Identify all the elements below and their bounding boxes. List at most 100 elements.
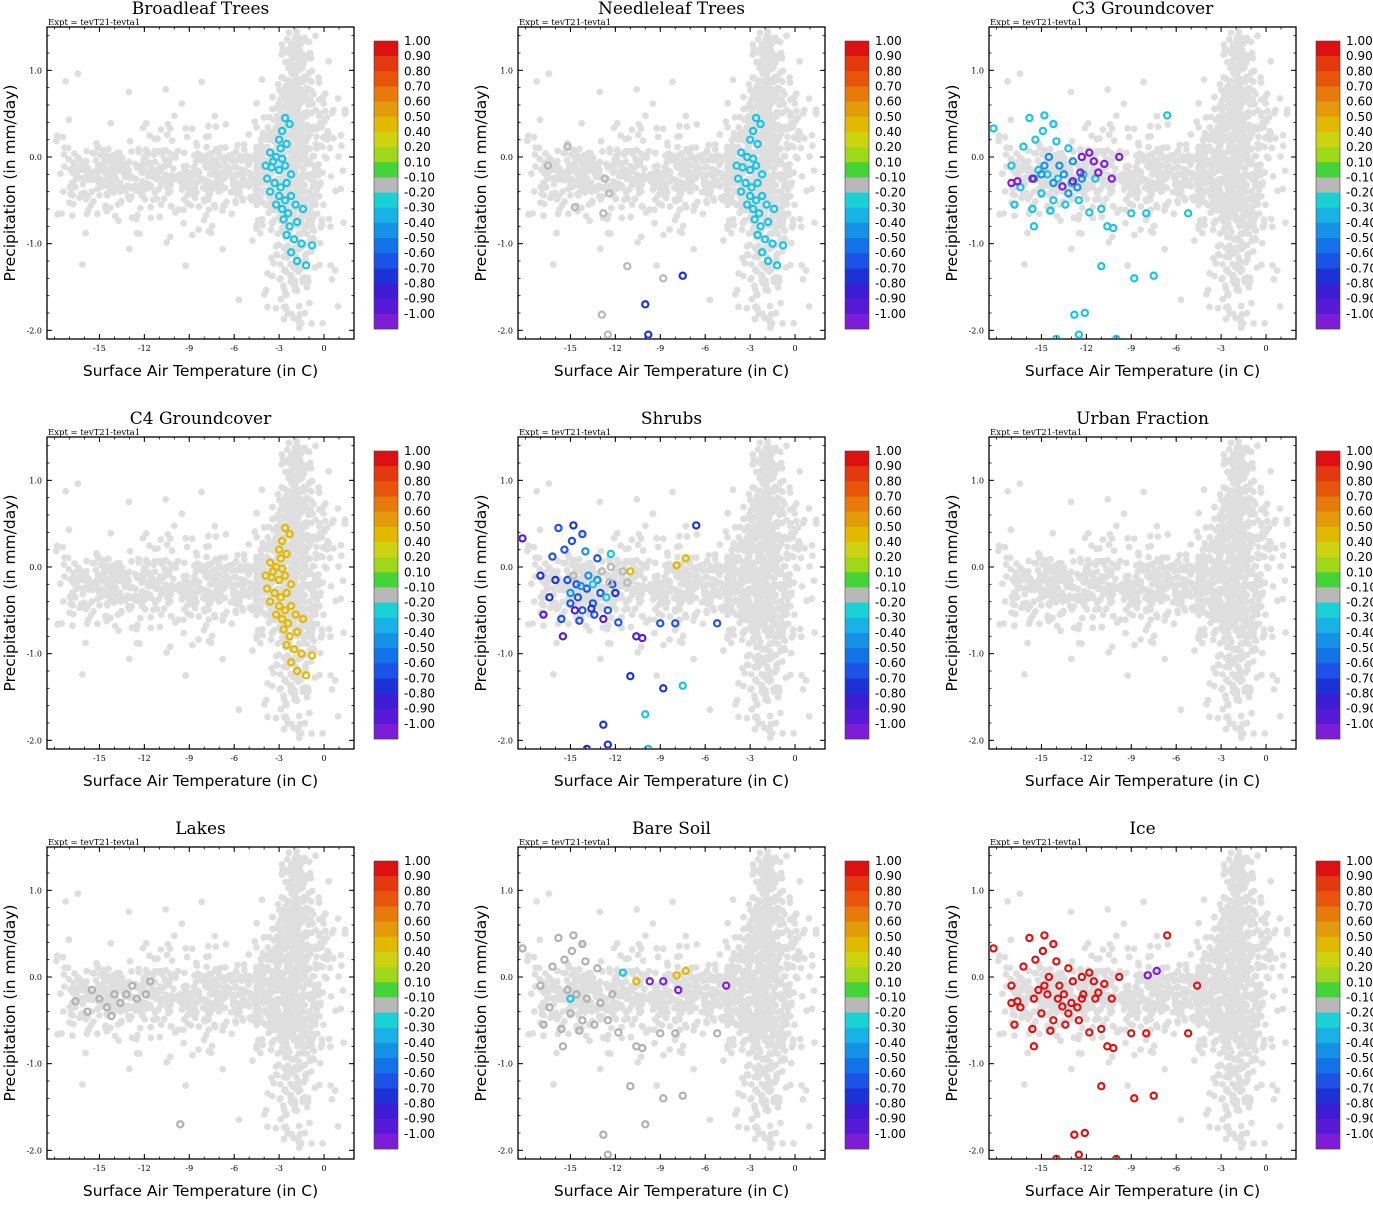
background-point [167,188,174,195]
background-point [294,154,301,161]
background-point [201,217,208,224]
colorbar-swatch [845,299,869,314]
background-point [323,132,330,139]
colorbar-label: -0.30 [404,201,435,215]
background-point [734,287,741,294]
background-point [150,196,157,203]
colorbar-label: 0.50 [875,110,902,124]
background-point [801,135,808,142]
background-point [664,140,671,147]
background-point [776,133,783,140]
background-point [1206,124,1213,131]
background-point [1234,39,1241,46]
background-point [749,51,756,58]
background-point [1183,167,1190,174]
background-point [319,626,326,633]
background-point [541,201,548,208]
x-tick-label: -12 [138,344,151,353]
background-point [58,210,65,217]
background-point [128,185,135,192]
background-point [1243,34,1250,41]
background-point [1131,232,1138,239]
background-point [573,168,580,175]
background-point [730,76,737,83]
colorbar-label: 0.90 [875,49,902,63]
background-point [809,142,816,149]
background-point [690,207,697,214]
background-point [298,40,305,47]
background-point [282,266,289,273]
background-point [753,91,760,98]
background-point [1137,178,1144,185]
background-point [707,296,714,303]
background-point [1011,212,1018,219]
background-point [1261,216,1268,223]
background-point [1206,303,1213,310]
background-point [108,159,115,166]
background-point [222,154,229,161]
background-point [304,231,311,238]
background-point [291,287,298,294]
background-point [126,196,133,203]
background-point [811,219,818,226]
background-point [629,201,636,208]
background-point [709,157,716,164]
background-point [1187,131,1194,138]
background-point [1105,239,1112,246]
background-point [638,188,645,195]
background-point [578,120,585,127]
background-point [88,188,95,195]
background-point [632,164,639,171]
background-point [1220,51,1227,58]
background-point [699,189,706,196]
background-point [720,193,727,200]
background-point [693,121,700,128]
background-point [599,148,606,155]
background-point [161,195,168,202]
background-point [1247,133,1254,140]
background-point [93,140,100,147]
background-point [803,267,810,274]
background-point [1153,113,1160,120]
background-point [1228,29,1235,36]
background-point [102,168,109,175]
background-point [1109,188,1116,195]
background-point [335,505,342,512]
background-point [273,251,280,258]
background-point [1214,305,1221,312]
background-point [772,274,779,281]
background-point [335,303,342,310]
background-point [317,224,324,231]
x-tick-label: -3 [1217,344,1225,353]
background-point [330,135,337,142]
background-point [79,164,86,171]
background-point [741,260,748,267]
background-point [635,131,642,138]
background-point [599,185,606,192]
colorbar-swatch [845,147,869,162]
background-point [335,563,342,570]
background-point [676,123,683,130]
background-point [759,108,766,115]
background-point [1246,195,1253,202]
background-point [1259,182,1266,189]
background-point [169,137,176,144]
colorbar-swatch [845,71,869,86]
colorbar-label: 0.70 [875,79,902,93]
background-point [660,232,667,239]
background-point [1229,173,1236,180]
background-point [326,216,333,223]
background-point [236,188,243,195]
background-point [317,240,324,247]
background-point [269,219,276,226]
background-point [1220,218,1227,225]
colorbar-swatch [374,117,398,132]
background-point [309,100,316,107]
background-point [1224,234,1231,241]
background-point [800,110,807,117]
background-point [571,147,578,154]
background-point [1143,217,1150,224]
background-point [244,179,251,186]
background-point [753,266,760,273]
background-point [288,150,295,157]
